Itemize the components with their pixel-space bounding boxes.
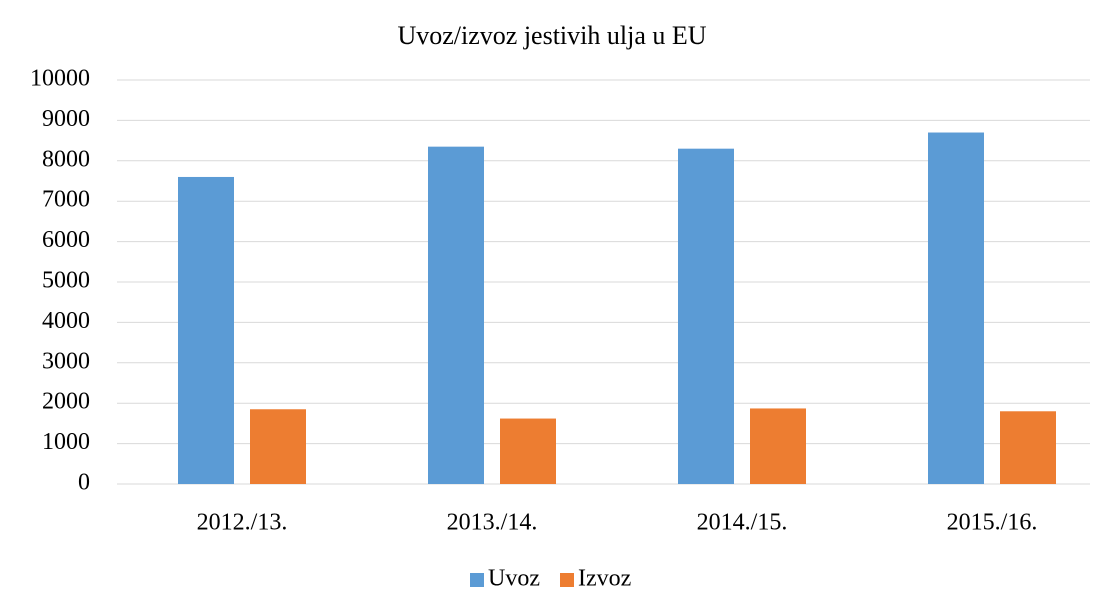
y-tick-label: 9000: [42, 106, 90, 132]
y-tick-label: 10000: [30, 66, 90, 92]
x-tick-label: 2012./13.: [197, 510, 288, 536]
legend-swatch: [470, 573, 484, 587]
y-tick-label: 6000: [42, 227, 90, 253]
y-tick-label: 5000: [42, 268, 90, 294]
y-tick-label: 1000: [42, 429, 90, 455]
y-tick-label: 8000: [42, 146, 90, 172]
x-tick-label: 2015./16.: [947, 510, 1038, 536]
y-tick-label: 4000: [42, 308, 90, 334]
y-tick-label: 7000: [42, 187, 90, 213]
bar: [428, 146, 484, 484]
chart-title: Uvoz/izvoz jestivih ulja u EU: [397, 21, 706, 50]
bar: [1000, 411, 1056, 484]
bar: [928, 132, 984, 484]
bar: [500, 418, 556, 484]
x-tick-label: 2013./14.: [447, 510, 538, 536]
y-tick-label: 3000: [42, 348, 90, 374]
legend-label: Uvoz: [488, 566, 540, 592]
bar: [250, 409, 306, 484]
bar: [750, 408, 806, 484]
bar: [678, 148, 734, 484]
legend-label: Izvoz: [578, 566, 631, 592]
legend-swatch: [560, 573, 574, 587]
bar: [178, 176, 234, 484]
x-tick-label: 2014./15.: [697, 510, 788, 536]
y-tick-label: 0: [78, 470, 90, 496]
y-tick-label: 2000: [42, 389, 90, 415]
